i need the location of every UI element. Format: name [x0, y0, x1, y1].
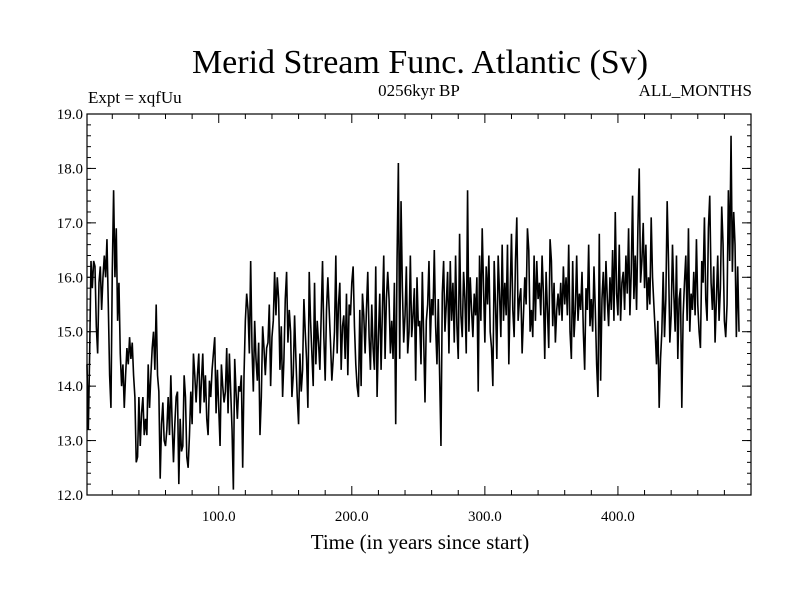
y-tick-label: 19.0 [57, 107, 83, 123]
x-axis-label: Time (in years since start) [311, 530, 530, 554]
months-label: ALL_MONTHS [639, 81, 752, 100]
chart-title: Merid Stream Func. Atlantic (Sv) [192, 44, 648, 81]
y-tick-label: 18.0 [57, 161, 83, 177]
series-layer [86, 135, 740, 490]
y-tick-label: 16.0 [57, 270, 83, 286]
period-label: 0256kyr BP [378, 81, 460, 100]
x-tick-label: 100.0 [202, 509, 236, 525]
x-tick-label: 300.0 [468, 509, 502, 525]
y-tick-label: 12.0 [57, 488, 83, 504]
experiment-label: Expt = xqfUu [88, 88, 182, 107]
y-tick-label: 15.0 [57, 325, 83, 341]
plot-frame [86, 113, 752, 496]
y-tick-label: 13.0 [57, 434, 83, 450]
series-line [86, 135, 740, 490]
x-tick-label: 200.0 [335, 509, 369, 525]
axes-layer: 12.0 13.0 14.0 15.0 16.0 17.0 18.0 19.0 100.0 200… [57, 107, 751, 525]
x-tick-label: 400.0 [601, 509, 635, 525]
y-tick-label: 17.0 [57, 216, 83, 232]
y-tick-label: 14.0 [57, 379, 83, 395]
